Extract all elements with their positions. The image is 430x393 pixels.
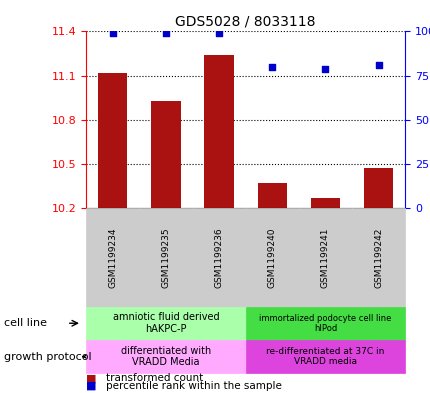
Bar [257,183,286,208]
Bar [363,169,392,208]
Text: re-differentiated at 37C in
VRADD media: re-differentiated at 37C in VRADD media [266,347,384,366]
Text: GSM1199235: GSM1199235 [161,227,170,288]
Text: ■: ■ [86,381,96,391]
Text: percentile rank within the sample: percentile rank within the sample [105,381,281,391]
Text: GSM1199234: GSM1199234 [108,227,117,288]
Text: GSM1199236: GSM1199236 [214,227,223,288]
Point [374,62,381,68]
Title: GDS5028 / 8033118: GDS5028 / 8033118 [175,15,315,29]
Bar [98,73,127,208]
Text: transformed count: transformed count [105,373,203,383]
Point [321,66,328,72]
Text: amniotic fluid derived
hAKPC-P: amniotic fluid derived hAKPC-P [112,312,219,334]
Point [162,30,169,36]
Text: ■: ■ [86,373,96,383]
Text: growth protocol: growth protocol [4,352,92,362]
Text: differentiated with
VRADD Media: differentiated with VRADD Media [120,346,211,367]
Text: GSM1199241: GSM1199241 [320,227,329,288]
Bar [151,101,180,208]
Bar [310,198,339,208]
Text: cell line: cell line [4,318,47,328]
Point [109,30,116,36]
Point [268,64,275,70]
Text: GSM1199242: GSM1199242 [373,227,382,288]
Point [215,30,222,36]
Bar [204,55,233,208]
Text: GSM1199240: GSM1199240 [267,227,276,288]
Text: immortalized podocyte cell line
hIPod: immortalized podocyte cell line hIPod [258,314,391,333]
